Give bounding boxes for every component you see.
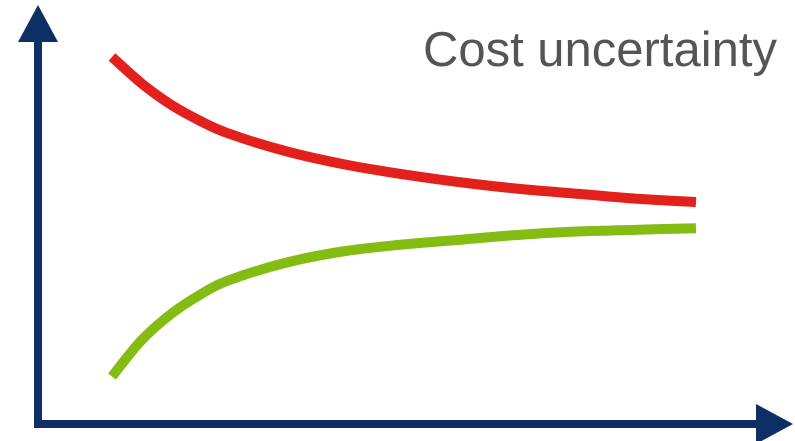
- diagram-title: Cost uncertainty: [422, 23, 777, 77]
- curves: [108, 53, 697, 380]
- y-axis-arrowhead: [18, 5, 58, 42]
- lower-cost-curve: [108, 223, 697, 380]
- axes: [18, 5, 793, 441]
- upper-cost-curve: [108, 53, 697, 208]
- x-axis-arrowhead: [756, 404, 793, 441]
